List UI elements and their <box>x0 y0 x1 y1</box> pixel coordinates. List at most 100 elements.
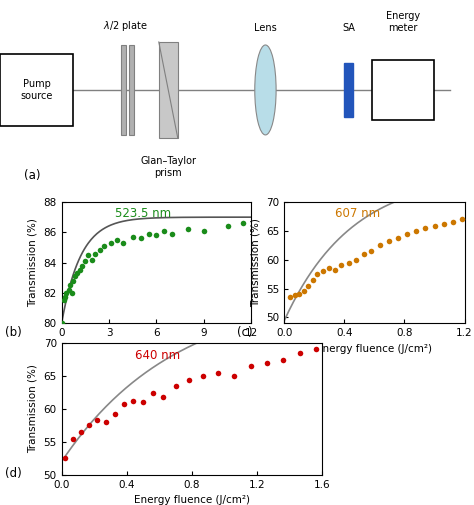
Point <box>94 416 101 424</box>
Point <box>153 231 160 239</box>
Point <box>168 230 176 238</box>
Text: Energy
meter: Energy meter <box>386 12 420 33</box>
Text: 640 nm: 640 nm <box>135 348 180 362</box>
Point <box>314 270 321 278</box>
Bar <box>0 54 73 126</box>
Point <box>107 239 114 247</box>
Point <box>113 236 121 244</box>
Point <box>172 382 180 390</box>
Point <box>287 293 294 301</box>
Point <box>73 269 81 277</box>
Point <box>100 242 108 250</box>
Point <box>129 397 137 405</box>
Point <box>102 418 109 426</box>
Point <box>309 276 317 284</box>
Point <box>224 222 231 230</box>
Point <box>120 400 128 408</box>
Point <box>76 266 83 274</box>
Point <box>111 410 119 418</box>
Text: SA: SA <box>342 23 355 33</box>
Point <box>440 220 447 228</box>
Point <box>63 289 70 297</box>
Point <box>61 454 69 462</box>
Point <box>247 362 255 370</box>
Point <box>88 256 95 264</box>
Text: (d): (d) <box>5 467 21 480</box>
Point <box>82 257 89 265</box>
Point <box>360 250 368 258</box>
Text: $\lambda$/2 plate: $\lambda$/2 plate <box>103 19 147 33</box>
Point <box>68 289 76 297</box>
Point <box>60 296 67 305</box>
Point <box>312 344 319 352</box>
X-axis label: Energy fluence (J/cm²): Energy fluence (J/cm²) <box>134 495 250 505</box>
Bar <box>344 63 353 117</box>
Point <box>161 227 168 235</box>
Point <box>69 434 77 442</box>
Text: 607 nm: 607 nm <box>335 207 380 220</box>
Point <box>185 375 192 383</box>
Point <box>96 246 103 255</box>
Point <box>70 277 77 285</box>
Point <box>119 239 127 247</box>
Point <box>239 219 247 227</box>
Point <box>337 262 345 270</box>
Y-axis label: Transmission (%): Transmission (%) <box>28 365 38 453</box>
Point <box>61 293 69 301</box>
Point <box>353 256 360 264</box>
Point <box>319 267 327 275</box>
Text: Pump
source: Pump source <box>20 79 53 101</box>
Point <box>368 247 375 255</box>
Bar <box>372 60 434 120</box>
Text: 523.5 nm: 523.5 nm <box>115 207 171 220</box>
Point <box>296 290 303 298</box>
Point <box>85 251 92 259</box>
Point <box>404 230 411 238</box>
Point <box>332 266 339 274</box>
Point <box>413 227 420 235</box>
Point <box>77 428 85 436</box>
Point <box>386 237 393 245</box>
Y-axis label: Transmission (%): Transmission (%) <box>251 218 261 307</box>
Point <box>129 233 137 241</box>
Point <box>65 286 73 294</box>
X-axis label: Energy fluence (J/cm²): Energy fluence (J/cm²) <box>99 343 214 354</box>
X-axis label: Energy fluence (J/cm²): Energy fluence (J/cm²) <box>317 343 432 354</box>
Point <box>377 241 384 249</box>
Text: Glan–Taylor
prism: Glan–Taylor prism <box>140 156 196 178</box>
Point <box>431 222 438 230</box>
Point <box>149 388 156 396</box>
Point <box>145 230 152 238</box>
Text: Lens: Lens <box>254 23 277 33</box>
Point <box>280 356 287 364</box>
Point <box>449 218 456 226</box>
Point <box>458 215 465 223</box>
Point <box>184 225 192 233</box>
Point <box>200 372 207 380</box>
Point <box>300 287 308 295</box>
Point <box>71 272 79 280</box>
Point <box>200 227 208 235</box>
Bar <box>129 45 134 135</box>
Point <box>85 421 93 429</box>
Point <box>263 359 271 367</box>
Point <box>159 393 166 401</box>
Point <box>305 282 312 290</box>
Text: (a): (a) <box>24 169 40 182</box>
Point <box>137 234 145 242</box>
Point <box>139 398 147 407</box>
Polygon shape <box>159 42 178 138</box>
Text: (b): (b) <box>5 326 21 339</box>
Bar <box>121 45 126 135</box>
Point <box>59 319 66 327</box>
Point <box>78 262 86 270</box>
Point <box>345 259 353 267</box>
Point <box>395 234 402 242</box>
Point <box>422 224 429 232</box>
Ellipse shape <box>255 45 276 135</box>
Point <box>230 372 238 380</box>
Point <box>296 349 303 357</box>
Text: (c): (c) <box>237 326 253 339</box>
Point <box>66 281 74 289</box>
Y-axis label: Transmission (%): Transmission (%) <box>28 218 38 307</box>
